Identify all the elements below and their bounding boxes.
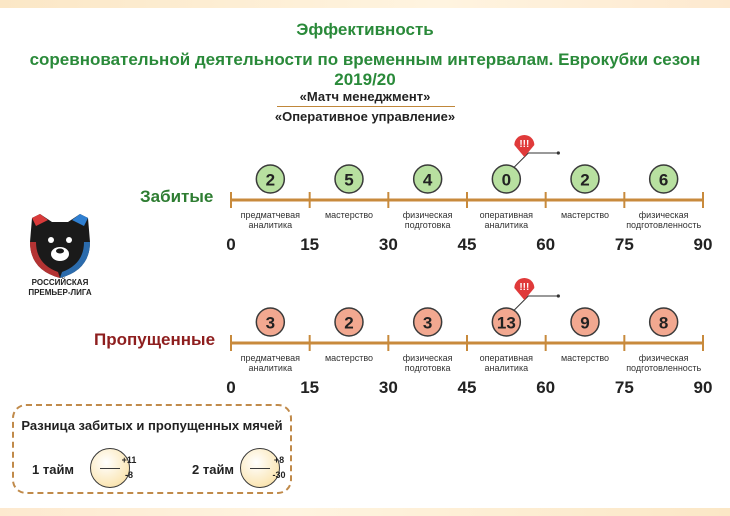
conceded-alert-leader-end — [556, 294, 560, 298]
subtitle-divider — [277, 106, 455, 107]
second-half-diff-bubble: +8 -30 — [240, 448, 286, 488]
second-half-plus: +8 — [273, 455, 285, 465]
scored-row-label: Забитые — [140, 187, 214, 206]
conceded-bubble-3 — [491, 307, 522, 337]
scored-alert-pin-icon — [514, 135, 535, 157]
scored-tick-label-6: 90 — [694, 235, 713, 254]
conceded-tick-label-4: 60 — [536, 378, 555, 397]
conceded-tick-label-6: 90 — [694, 378, 713, 397]
scored-category-4-line-0: мастерство — [561, 210, 609, 220]
scored-tick-label-1: 15 — [300, 235, 319, 254]
scored-category-5-line-0: физическая — [639, 210, 689, 220]
scored-category-1-line-0: мастерство — [325, 210, 373, 220]
scored-category-2-line-1: подготовка — [405, 220, 451, 230]
bottom-decor-stripe — [0, 508, 730, 516]
conceded-bubble-0 — [255, 307, 286, 337]
scored-alert-leader-end — [556, 151, 560, 155]
scored-bubble-1 — [334, 164, 364, 194]
conceded-category-0-line-0: предматчевая — [241, 353, 300, 363]
conceded-value-2: 3 — [423, 314, 432, 333]
top-decor-stripe — [0, 0, 730, 8]
scored-value-3: 0 — [502, 171, 511, 190]
scored-tick-label-0: 0 — [226, 235, 235, 254]
scored-bubble-2 — [412, 164, 443, 194]
logo-text-line2: ПРЕМЬЕР-ЛИГА — [28, 288, 92, 297]
subtitle-operational-control: «Оперативное управление» — [274, 109, 456, 124]
conceded-bubble-2 — [412, 307, 443, 337]
scored-bubble-0 — [255, 164, 286, 194]
conceded-value-4: 9 — [580, 314, 589, 333]
conceded-category-3-line-0: оперативная — [480, 353, 534, 363]
rpl-bear-logo-icon — [30, 214, 90, 278]
scored-value-2: 4 — [423, 171, 433, 190]
scored-category-3-line-1: аналитика — [485, 220, 529, 230]
conceded-category-5-line-1: подготовленность — [626, 363, 701, 373]
scored-category-3-line-0: оперативная — [480, 210, 534, 220]
scored-tick-label-5: 75 — [615, 235, 634, 254]
scored-category-0-line-1: аналитика — [249, 220, 293, 230]
scored-bubble-3 — [491, 164, 522, 194]
second-half-diff-divider — [250, 468, 270, 469]
conceded-value-3: 13 — [497, 314, 516, 333]
conceded-tick-label-1: 15 — [300, 378, 319, 397]
conceded-category-1-line-0: мастерство — [325, 353, 373, 363]
chart-title-line2: соревновательной деятельности по временн… — [29, 50, 701, 89]
second-half-minus: -30 — [272, 470, 286, 480]
scored-bubble-5 — [648, 164, 679, 194]
logo-text-line1: РОССИЙСКАЯ — [31, 278, 89, 287]
conceded-alert-pin-icon — [514, 278, 535, 300]
conceded-category-4-line-0: мастерство — [561, 353, 609, 363]
conceded-bubble-5 — [648, 307, 679, 337]
first-half-minus: -8 — [124, 470, 133, 480]
chart-title-line1: Эффективность — [296, 20, 434, 39]
scored-bubble-4 — [570, 164, 600, 194]
conceded-category-3-line-1: аналитика — [485, 363, 529, 373]
conceded-alert-leader — [513, 295, 559, 311]
first-half-diff-bubble: +11 -8 — [90, 448, 136, 488]
conceded-row-label: Пропущенные — [94, 330, 216, 349]
conceded-value-5: 8 — [659, 314, 668, 333]
conceded-bubble-4 — [570, 307, 600, 337]
scored-tick-label-4: 60 — [536, 235, 555, 254]
goal-difference-panel: Разница забитых и пропущенных мячей 1 та… — [12, 404, 292, 494]
scored-value-0: 2 — [266, 171, 275, 190]
conceded-tick-label-3: 45 — [458, 378, 477, 397]
goal-difference-title: Разница забитых и пропущенных мячей — [21, 418, 283, 433]
scored-value-1: 5 — [344, 171, 353, 190]
first-half-diff-divider — [100, 468, 120, 469]
conceded-bubble-1 — [334, 307, 364, 337]
scored-value-5: 6 — [659, 171, 668, 190]
second-half-label: 2 тайм — [192, 462, 235, 477]
scored-category-0-line-0: предматчевая — [241, 210, 300, 220]
scored-alert-text: !!! — [519, 139, 529, 150]
subtitle-match-management: «Матч менеджмент» — [299, 89, 431, 104]
conceded-tick-label-0: 0 — [226, 378, 235, 397]
conceded-category-2-line-1: подготовка — [405, 363, 451, 373]
first-half-plus: +11 — [121, 455, 137, 465]
scored-category-5-line-1: подготовленность — [626, 220, 701, 230]
first-half-label: 1 тайм — [32, 462, 75, 477]
conceded-value-0: 3 — [266, 314, 275, 333]
conceded-category-5-line-0: физическая — [639, 353, 689, 363]
scored-category-2-line-0: физическая — [403, 210, 453, 220]
conceded-tick-label-5: 75 — [615, 378, 634, 397]
scored-tick-label-2: 30 — [379, 235, 398, 254]
scored-value-4: 2 — [580, 171, 589, 190]
conceded-category-0-line-1: аналитика — [249, 363, 293, 373]
scored-tick-label-3: 45 — [458, 235, 477, 254]
conceded-value-1: 2 — [344, 314, 353, 333]
conceded-tick-label-2: 30 — [379, 378, 398, 397]
scored-alert-leader — [513, 152, 559, 168]
conceded-alert-text: !!! — [519, 282, 529, 293]
conceded-category-2-line-0: физическая — [403, 353, 453, 363]
